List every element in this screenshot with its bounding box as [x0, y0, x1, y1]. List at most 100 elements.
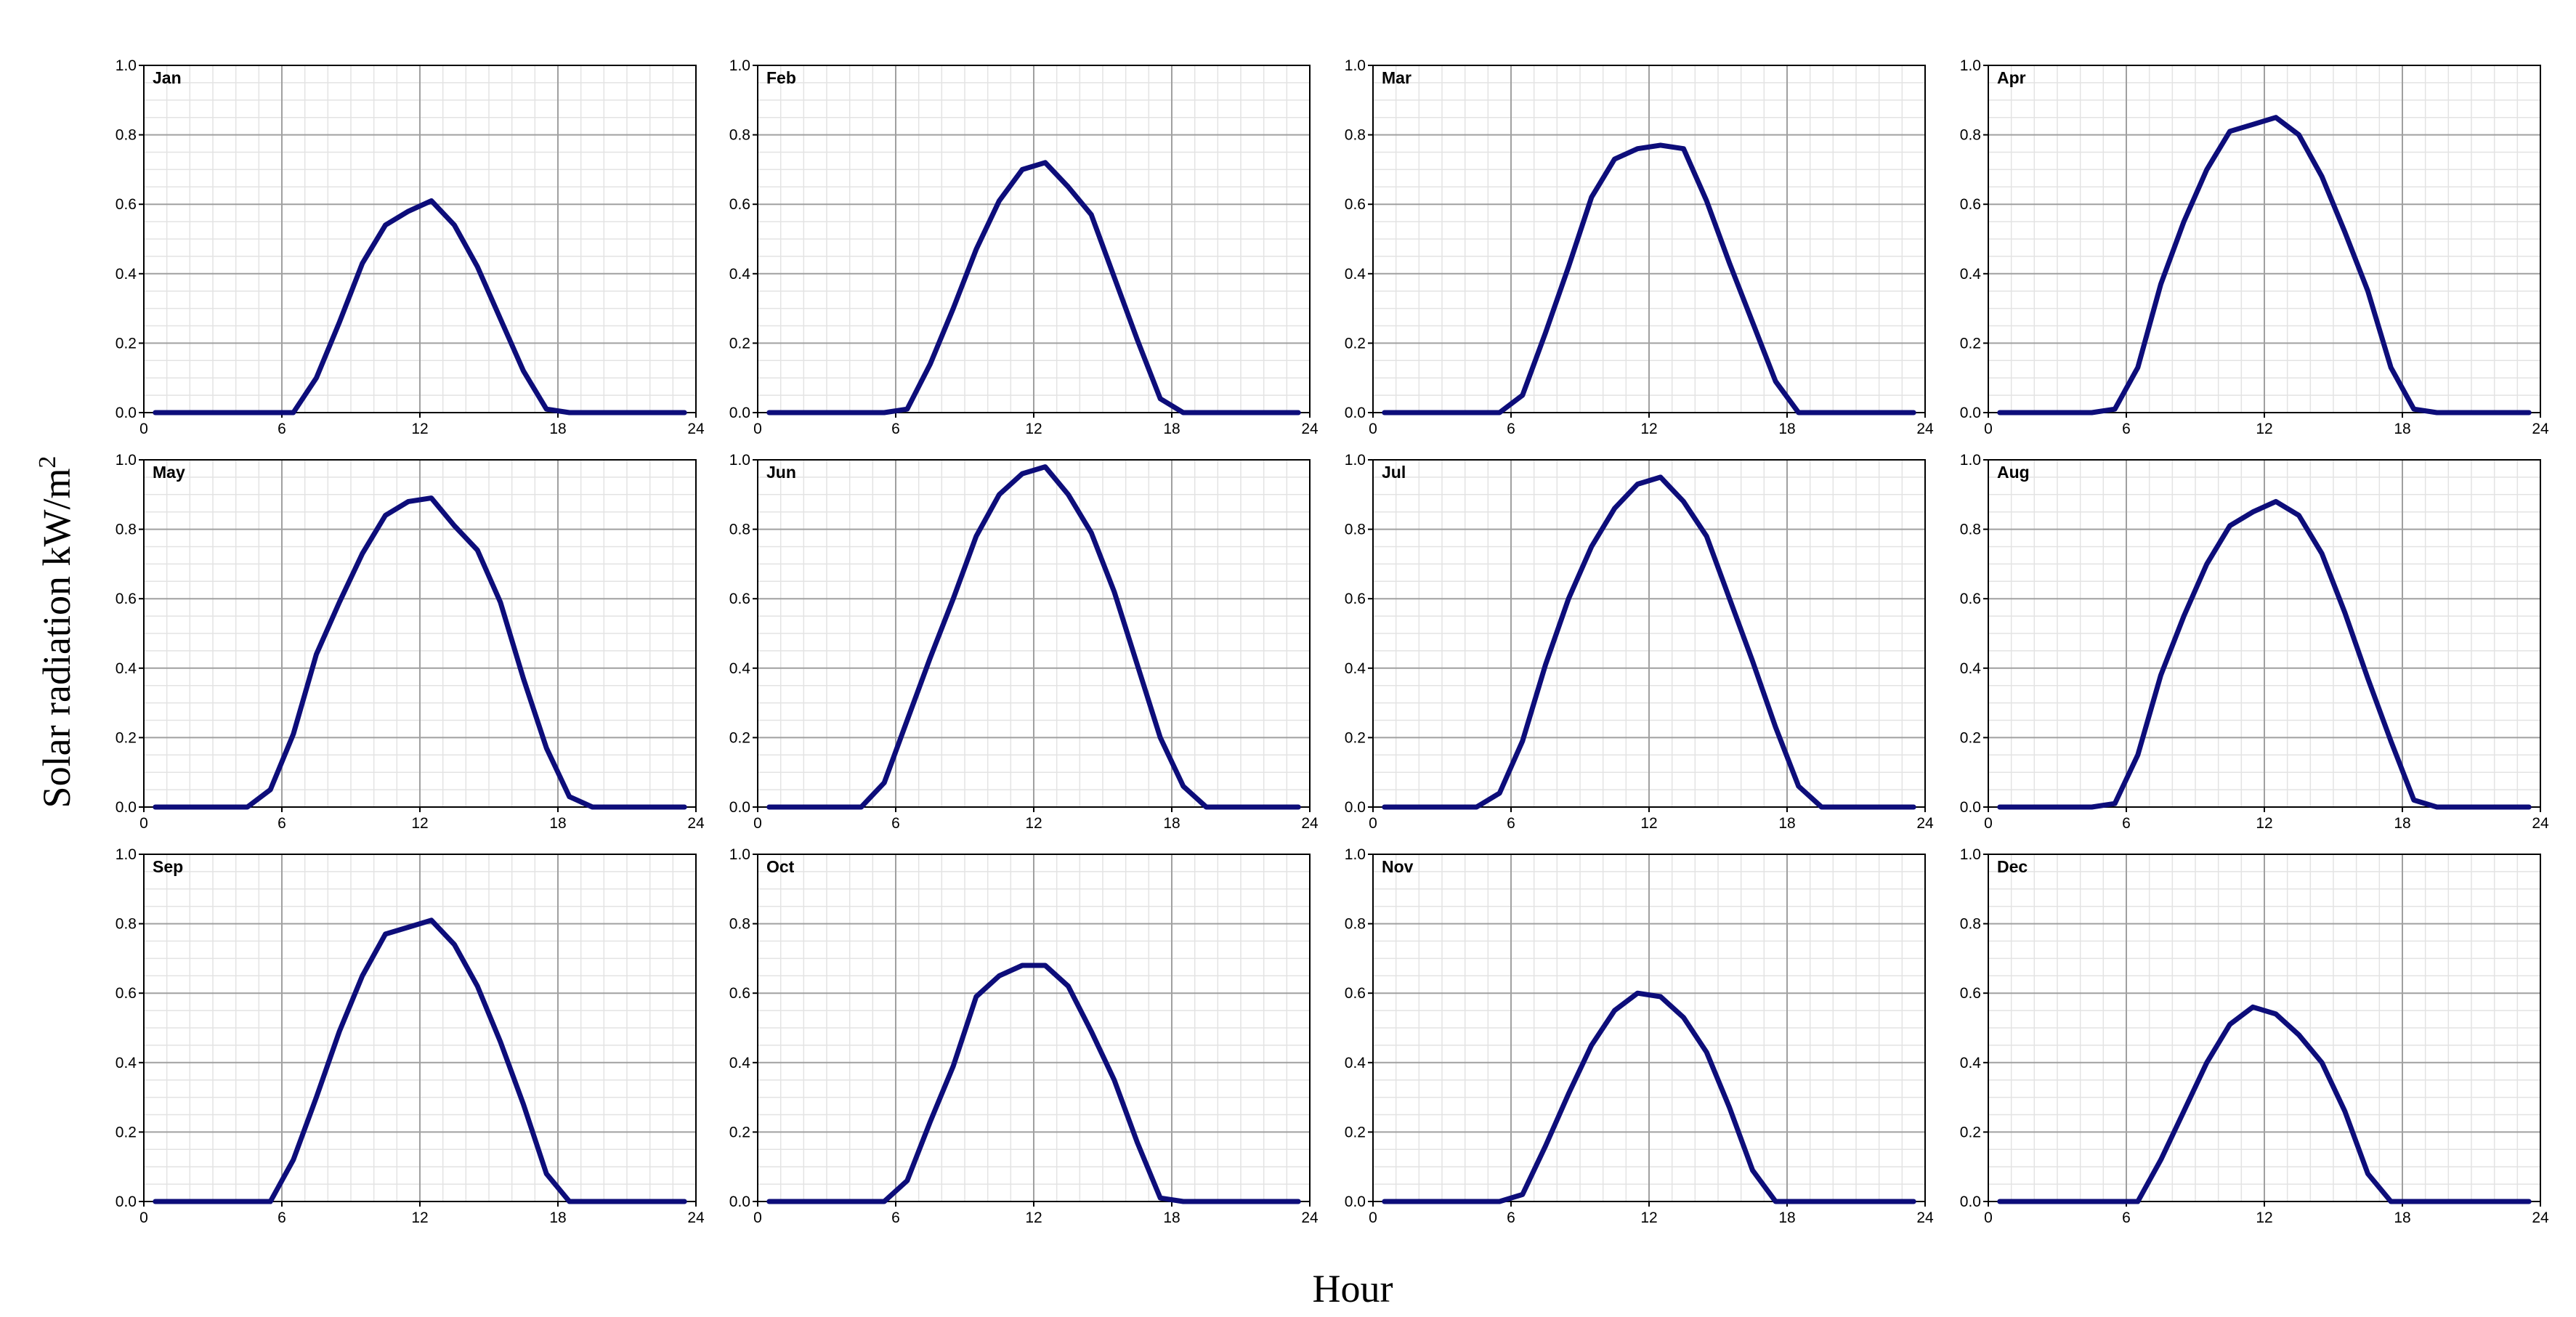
- x-tick-label: 0: [1984, 1209, 1993, 1226]
- y-tick-label: 1.0: [1345, 57, 1366, 74]
- y-tick-label: 0.0: [116, 799, 137, 816]
- x-tick-label: 12: [1025, 421, 1042, 437]
- x-tick-label: 6: [2122, 1209, 2131, 1226]
- y-tick-label: 0.2: [1960, 729, 1981, 746]
- y-tick-label: 1.0: [1960, 452, 1981, 469]
- x-tick-label: 6: [2122, 421, 2131, 437]
- y-tick-label: 0.4: [1960, 660, 1982, 677]
- y-tick-label: 0.2: [1345, 1124, 1366, 1140]
- panel-jan: 0.0 0.2 0.4 0.6 0.8 1.0 0 6 12 18 24 Jan: [116, 57, 705, 437]
- y-tick-label: 0.4: [729, 1055, 751, 1071]
- series-line-mar: [1382, 142, 1916, 416]
- x-tick-label: 24: [1301, 1209, 1319, 1226]
- series-line-oct: [766, 963, 1301, 1204]
- y-tick-label: 1.0: [729, 57, 750, 74]
- y-tick-label: 0.2: [1345, 335, 1366, 352]
- x-tick-label: 18: [549, 1209, 566, 1226]
- panel-aug: 0.0 0.2 0.4 0.6 0.8 1.0 0 6 12 18 24 Aug: [1960, 452, 2549, 832]
- x-tick-label: 24: [687, 421, 705, 437]
- y-tick-label: 0.6: [116, 196, 137, 213]
- y-tick-label: 0.0: [1345, 405, 1366, 421]
- panel-nov: 0.0 0.2 0.4 0.6 0.8 1.0 0 6 12 18 24 Nov: [1345, 846, 1934, 1226]
- panel-title-sep: Sep: [153, 857, 183, 876]
- y-tick-label: 0.0: [1960, 1194, 1981, 1210]
- y-tick-label: 0.6: [1960, 196, 1981, 213]
- x-tick-label: 6: [1507, 1209, 1515, 1226]
- y-tick-label: 0.8: [1960, 916, 1981, 933]
- x-tick-label: 6: [891, 1209, 900, 1226]
- y-tick-label: 0.4: [729, 266, 751, 283]
- y-tick-label: 0.8: [1960, 127, 1981, 144]
- panel-title-oct: Oct: [766, 857, 795, 876]
- x-tick-label: 6: [1507, 815, 1515, 832]
- x-tick-label: 0: [753, 421, 762, 437]
- x-tick-label: 18: [1163, 815, 1180, 832]
- y-tick-label: 0.0: [1345, 799, 1366, 816]
- y-tick-label: 0.8: [729, 916, 750, 933]
- panel-title-nov: Nov: [1382, 857, 1414, 876]
- panel-feb: 0.0 0.2 0.4 0.6 0.8 1.0 0 6 12 18 24 Feb: [729, 57, 1319, 437]
- y-tick-label: 0.0: [1345, 1194, 1366, 1210]
- panel-title-dec: Dec: [1997, 857, 2028, 876]
- x-tick-label: 12: [1025, 815, 1042, 832]
- y-tick-label: 1.0: [729, 846, 750, 863]
- y-tick-label: 0.4: [1345, 660, 1366, 677]
- x-tick-label: 12: [2256, 815, 2272, 832]
- panel-may: 0.0 0.2 0.4 0.6 0.8 1.0 0 6 12 18 24 May: [116, 452, 705, 832]
- x-axis-title: Hour: [1313, 1267, 1393, 1310]
- x-tick-label: 18: [1163, 1209, 1180, 1226]
- x-tick-label: 24: [687, 1209, 705, 1226]
- series-line-jun: [766, 464, 1301, 810]
- x-tick-label: 12: [411, 815, 428, 832]
- x-tick-label: 0: [1369, 421, 1377, 437]
- x-tick-label: 24: [2532, 1209, 2549, 1226]
- y-tick-label: 1.0: [116, 57, 137, 74]
- y-tick-label: 1.0: [1960, 57, 1981, 74]
- y-tick-label: 0.8: [116, 522, 137, 538]
- y-tick-label: 0.8: [729, 127, 750, 144]
- x-tick-label: 12: [1025, 1209, 1042, 1226]
- x-tick-label: 6: [278, 815, 286, 832]
- x-tick-label: 6: [278, 421, 286, 437]
- y-tick-label: 0.4: [1960, 1055, 1982, 1071]
- y-tick-label: 1.0: [1345, 452, 1366, 469]
- y-tick-label: 0.4: [1960, 266, 1982, 283]
- x-tick-label: 6: [891, 815, 900, 832]
- y-tick-label: 0.6: [1345, 985, 1366, 1002]
- x-tick-label: 0: [1984, 421, 1993, 437]
- panel-sep: 0.0 0.2 0.4 0.6 0.8 1.0 0 6 12 18 24 Sep: [116, 846, 705, 1226]
- y-tick-label: 0.6: [116, 591, 137, 607]
- y-tick-label: 0.4: [1345, 1055, 1366, 1071]
- x-tick-label: 0: [1984, 815, 1993, 832]
- y-tick-label: 1.0: [729, 452, 750, 469]
- x-tick-label: 24: [2532, 421, 2549, 437]
- series-line-jul: [1382, 474, 1916, 810]
- y-tick-label: 0.6: [1960, 985, 1981, 1002]
- x-tick-label: 0: [1369, 1209, 1377, 1226]
- x-tick-label: 0: [139, 421, 148, 437]
- series-line-may: [153, 495, 687, 810]
- panel-mar: 0.0 0.2 0.4 0.6 0.8 1.0 0 6 12 18 24 Mar: [1345, 57, 1934, 437]
- x-tick-label: 18: [2394, 1209, 2410, 1226]
- panel-dec: 0.0 0.2 0.4 0.6 0.8 1.0 0 6 12 18 24 Dec: [1960, 846, 2549, 1226]
- x-tick-label: 0: [1369, 815, 1377, 832]
- x-tick-label: 0: [139, 1209, 148, 1226]
- panel-jul: 0.0 0.2 0.4 0.6 0.8 1.0 0 6 12 18 24 Jul: [1345, 452, 1934, 832]
- y-tick-label: 1.0: [116, 846, 137, 863]
- panel-title-jan: Jan: [153, 68, 182, 87]
- panel-grid: 0.00.20.40.60.81.00 6 12 18 24Jan0.00.20.40.…: [116, 57, 2549, 1226]
- y-tick-label: 1.0: [1345, 846, 1366, 863]
- x-tick-label: 18: [1163, 421, 1180, 437]
- series-line-aug: [1997, 498, 2532, 810]
- y-tick-label: 0.8: [1960, 522, 1981, 538]
- y-tick-label: 0.0: [729, 1194, 750, 1210]
- y-tick-label: 0.4: [729, 660, 751, 677]
- x-tick-label: 24: [1916, 421, 1934, 437]
- y-tick-label: 0.4: [1345, 266, 1366, 283]
- y-tick-label: 0.2: [729, 1124, 750, 1140]
- panel-title-jul: Jul: [1382, 463, 1406, 482]
- y-tick-label: 0.6: [1960, 591, 1981, 607]
- y-tick-label: 0.6: [729, 985, 750, 1002]
- y-tick-label: 0.2: [1345, 729, 1366, 746]
